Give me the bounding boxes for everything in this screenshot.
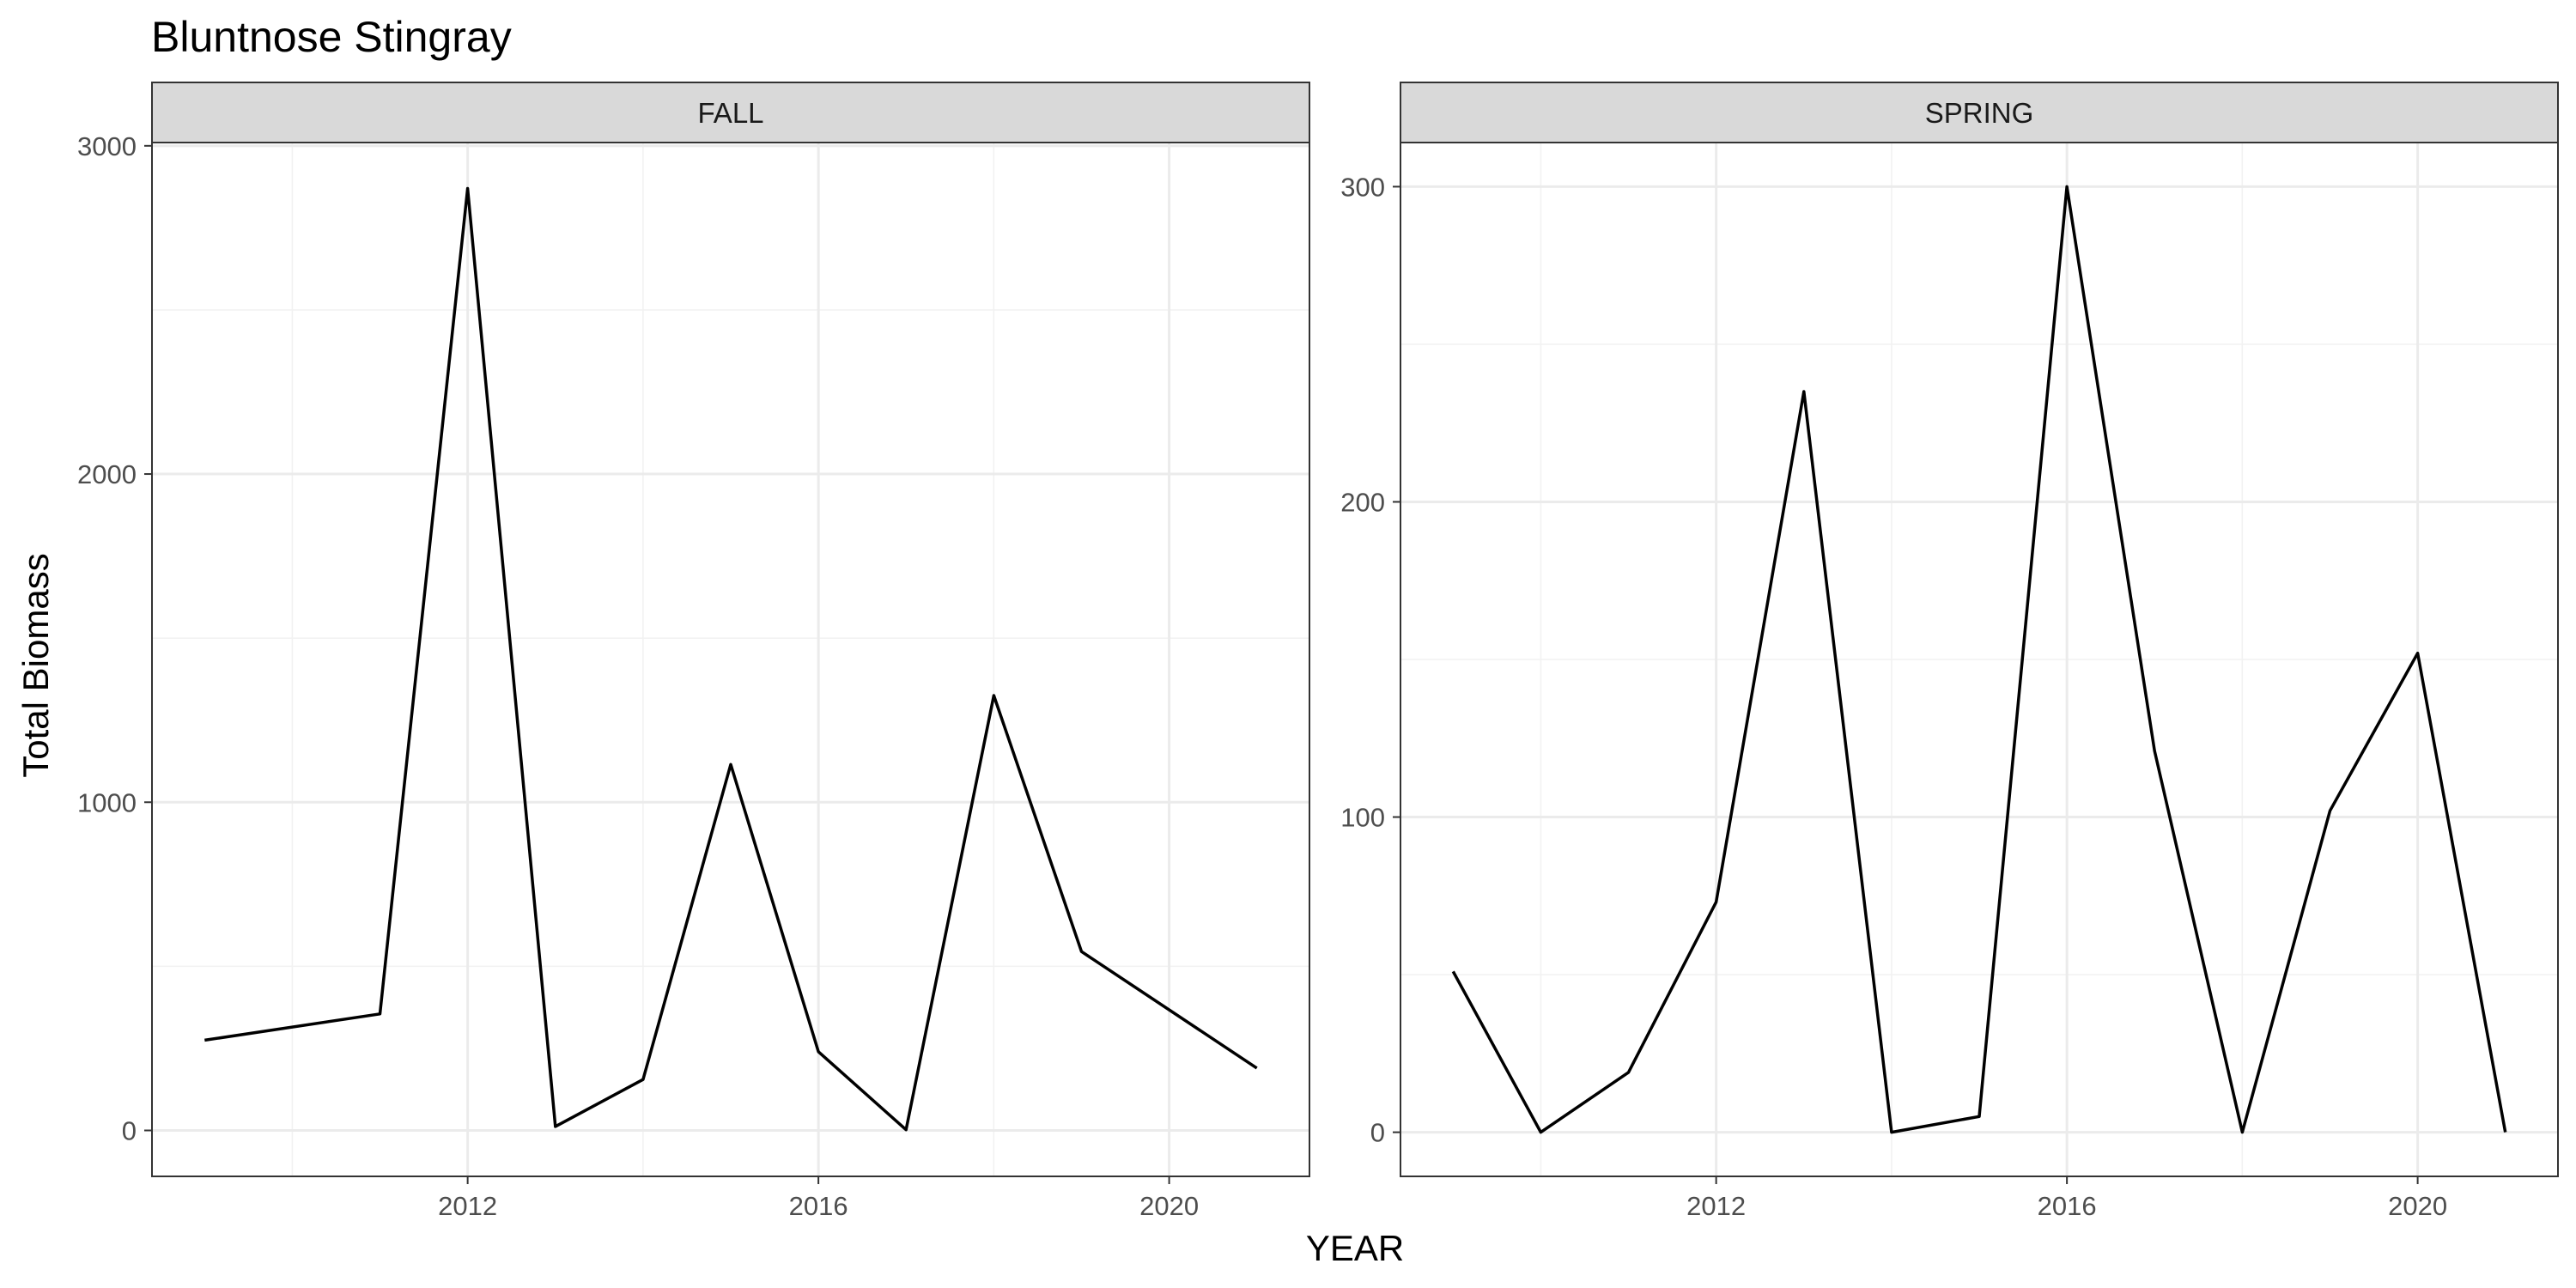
y-tick-label: 3000 <box>77 131 137 161</box>
panel-spring: SPRING 0 100 200 300 2012 2016 2020 <box>1340 82 2559 1221</box>
x-tick-label: 2020 <box>1139 1191 1199 1221</box>
facet-strip <box>151 82 1310 143</box>
series-line-fall <box>204 186 1258 1132</box>
y-tick-label: 2000 <box>77 459 137 489</box>
y-tick-label: 200 <box>1340 487 1385 517</box>
series-line-spring <box>1451 185 2507 1134</box>
x-tick-label: 2016 <box>2038 1191 2097 1221</box>
facet-strip <box>1400 82 2559 143</box>
y-tick-label: 0 <box>1370 1118 1385 1148</box>
x-tick-label: 2012 <box>438 1191 497 1221</box>
y-tick-label: 0 <box>122 1115 137 1145</box>
facet-strip-label: FALL <box>697 97 763 129</box>
y-axis-title: Total Biomass <box>15 553 56 777</box>
y-tick-label: 100 <box>1340 803 1385 833</box>
chart-title: Bluntnose Stingray <box>151 13 512 61</box>
x-tick-label: 2020 <box>2388 1191 2447 1221</box>
y-tick-label: 1000 <box>77 787 137 817</box>
x-tick-label: 2016 <box>789 1191 848 1221</box>
y-tick-label: 300 <box>1340 172 1385 202</box>
panels: FALL 0 1000 2000 3000 2012 2016 2020 SPRING 0 100 2… <box>77 82 2559 1221</box>
facet-strip-label: SPRING <box>1925 97 2034 129</box>
panel-fall: FALL 0 1000 2000 3000 2012 2016 2020 <box>77 82 1310 1221</box>
x-tick-label: 2012 <box>1686 1191 1746 1221</box>
x-axis-title: YEAR <box>1306 1228 1404 1268</box>
